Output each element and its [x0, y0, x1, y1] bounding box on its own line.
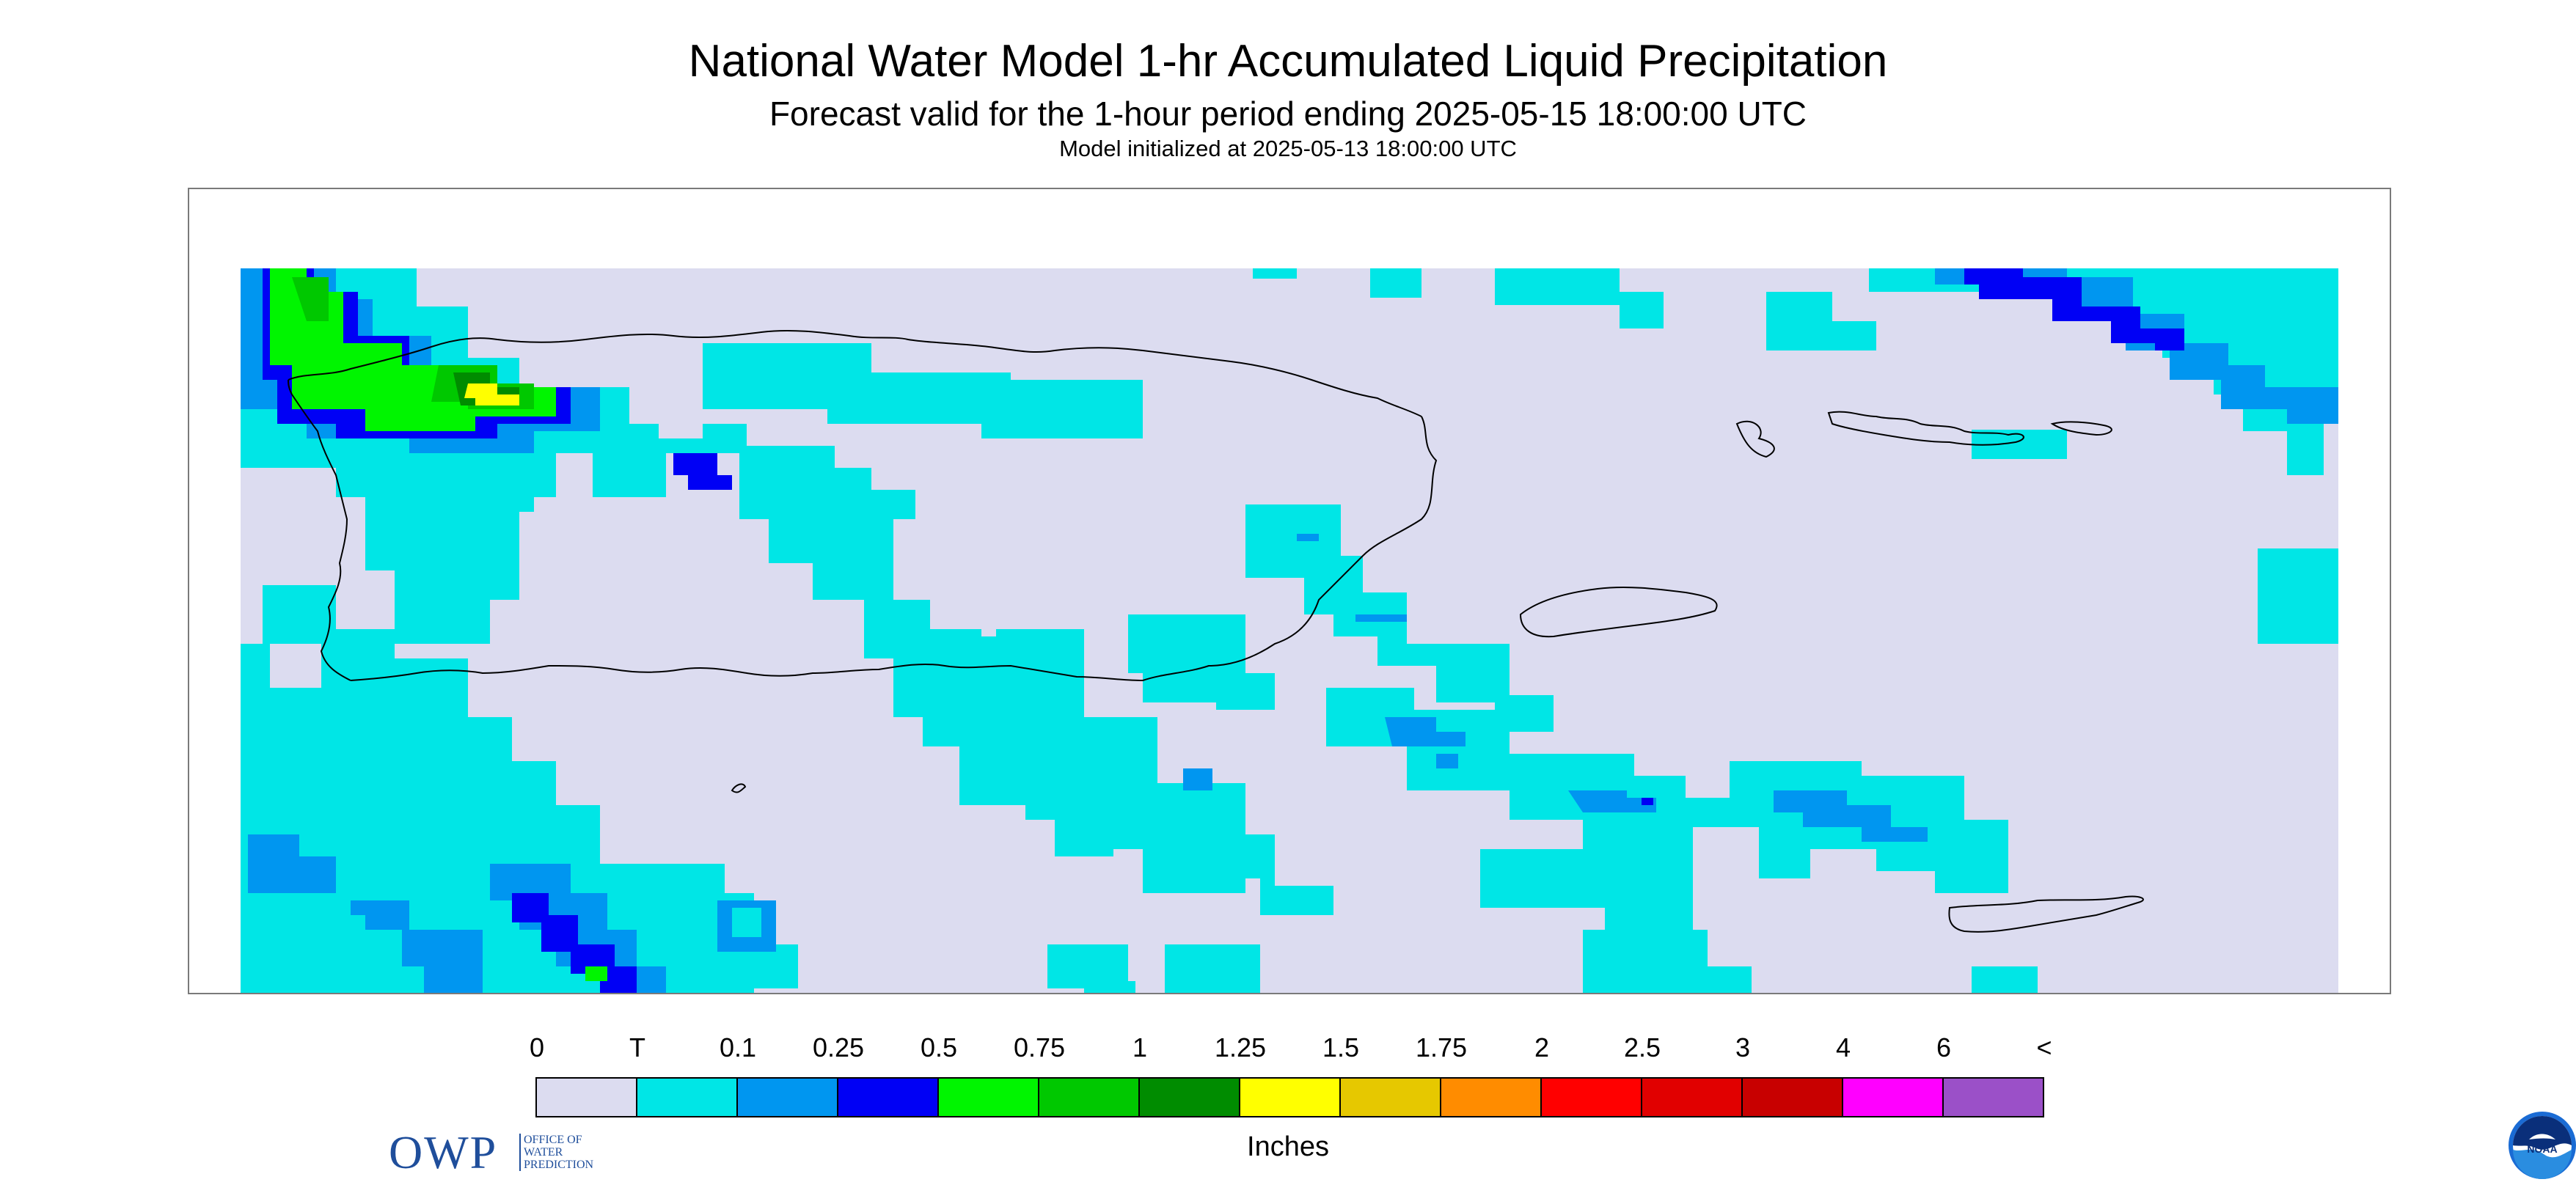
- noaa-logo: NOAA: [2509, 1112, 2576, 1179]
- colorbar-swatch: [1441, 1079, 1542, 1116]
- colorbar-tick-label: 1: [1132, 1032, 1148, 1062]
- colorbar-tick-label: 1.25: [1214, 1032, 1267, 1062]
- colorbar-tick-label: 0.25: [812, 1032, 865, 1062]
- map-subtitle: Forecast valid for the 1-hour period end…: [769, 95, 1807, 133]
- colorbar-swatch: [838, 1079, 939, 1116]
- owp-logo-text: OWP: [389, 1126, 498, 1178]
- colorbar-swatch: [738, 1079, 838, 1116]
- colorbar-swatch: [1642, 1079, 1743, 1116]
- model-init-line: Model initialized at 2025-05-13 18:00:00…: [1059, 136, 1517, 161]
- colorbar-swatch: [637, 1079, 738, 1116]
- units-label: Inches: [1247, 1131, 1329, 1162]
- precipitation-field: [241, 268, 2338, 993]
- colorbar: [535, 1077, 2044, 1117]
- colorbar-tick-label: 0: [529, 1032, 545, 1062]
- colorbar-swatch: [939, 1079, 1039, 1116]
- colorbar-tick-label: 0.75: [1013, 1032, 1066, 1062]
- noaa-logo-text: NOAA: [2527, 1143, 2557, 1155]
- colorbar-swatch: [1039, 1079, 1140, 1116]
- colorbar-swatch: [1542, 1079, 1642, 1116]
- colorbar-swatch: [1240, 1079, 1341, 1116]
- colorbar-swatch: [1743, 1079, 1843, 1116]
- colorbar-tick-label: 0.5: [920, 1032, 958, 1062]
- colorbar-swatch: [537, 1079, 637, 1116]
- owp-logo-fullname: OFFICE OF WATER PREDICTION: [519, 1134, 593, 1171]
- colorbar-swatch: [1843, 1079, 1944, 1116]
- map-panel: OWP OFFICE OF WATER PREDICTION NOAA: [188, 188, 2576, 1179]
- colorbar-tick-label: 1.75: [1415, 1032, 1468, 1062]
- colorbar-tick-label: 0.1: [719, 1032, 757, 1062]
- colorbar-tick-label: 6: [1936, 1032, 1952, 1062]
- precipitation-map: [241, 268, 2338, 993]
- colorbar-swatch: [1140, 1079, 1240, 1116]
- colorbar-swatch: [1341, 1079, 1441, 1116]
- map-title: National Water Model 1-hr Accumulated Li…: [688, 36, 1888, 87]
- colorbar-tick-label: <: [2036, 1032, 2052, 1062]
- colorbar-tick-label: 4: [1835, 1032, 1851, 1062]
- colorbar-tick-label: T: [629, 1032, 645, 1062]
- coastlines: [288, 329, 2144, 933]
- colorbar-swatch: [1944, 1079, 2043, 1116]
- colorbar-tick-label: 2.5: [1623, 1032, 1661, 1062]
- colorbar-tick-label: 3: [1735, 1032, 1751, 1062]
- colorbar-tick-label: 2: [1534, 1032, 1550, 1062]
- colorbar-tick-label: 1.5: [1322, 1032, 1360, 1062]
